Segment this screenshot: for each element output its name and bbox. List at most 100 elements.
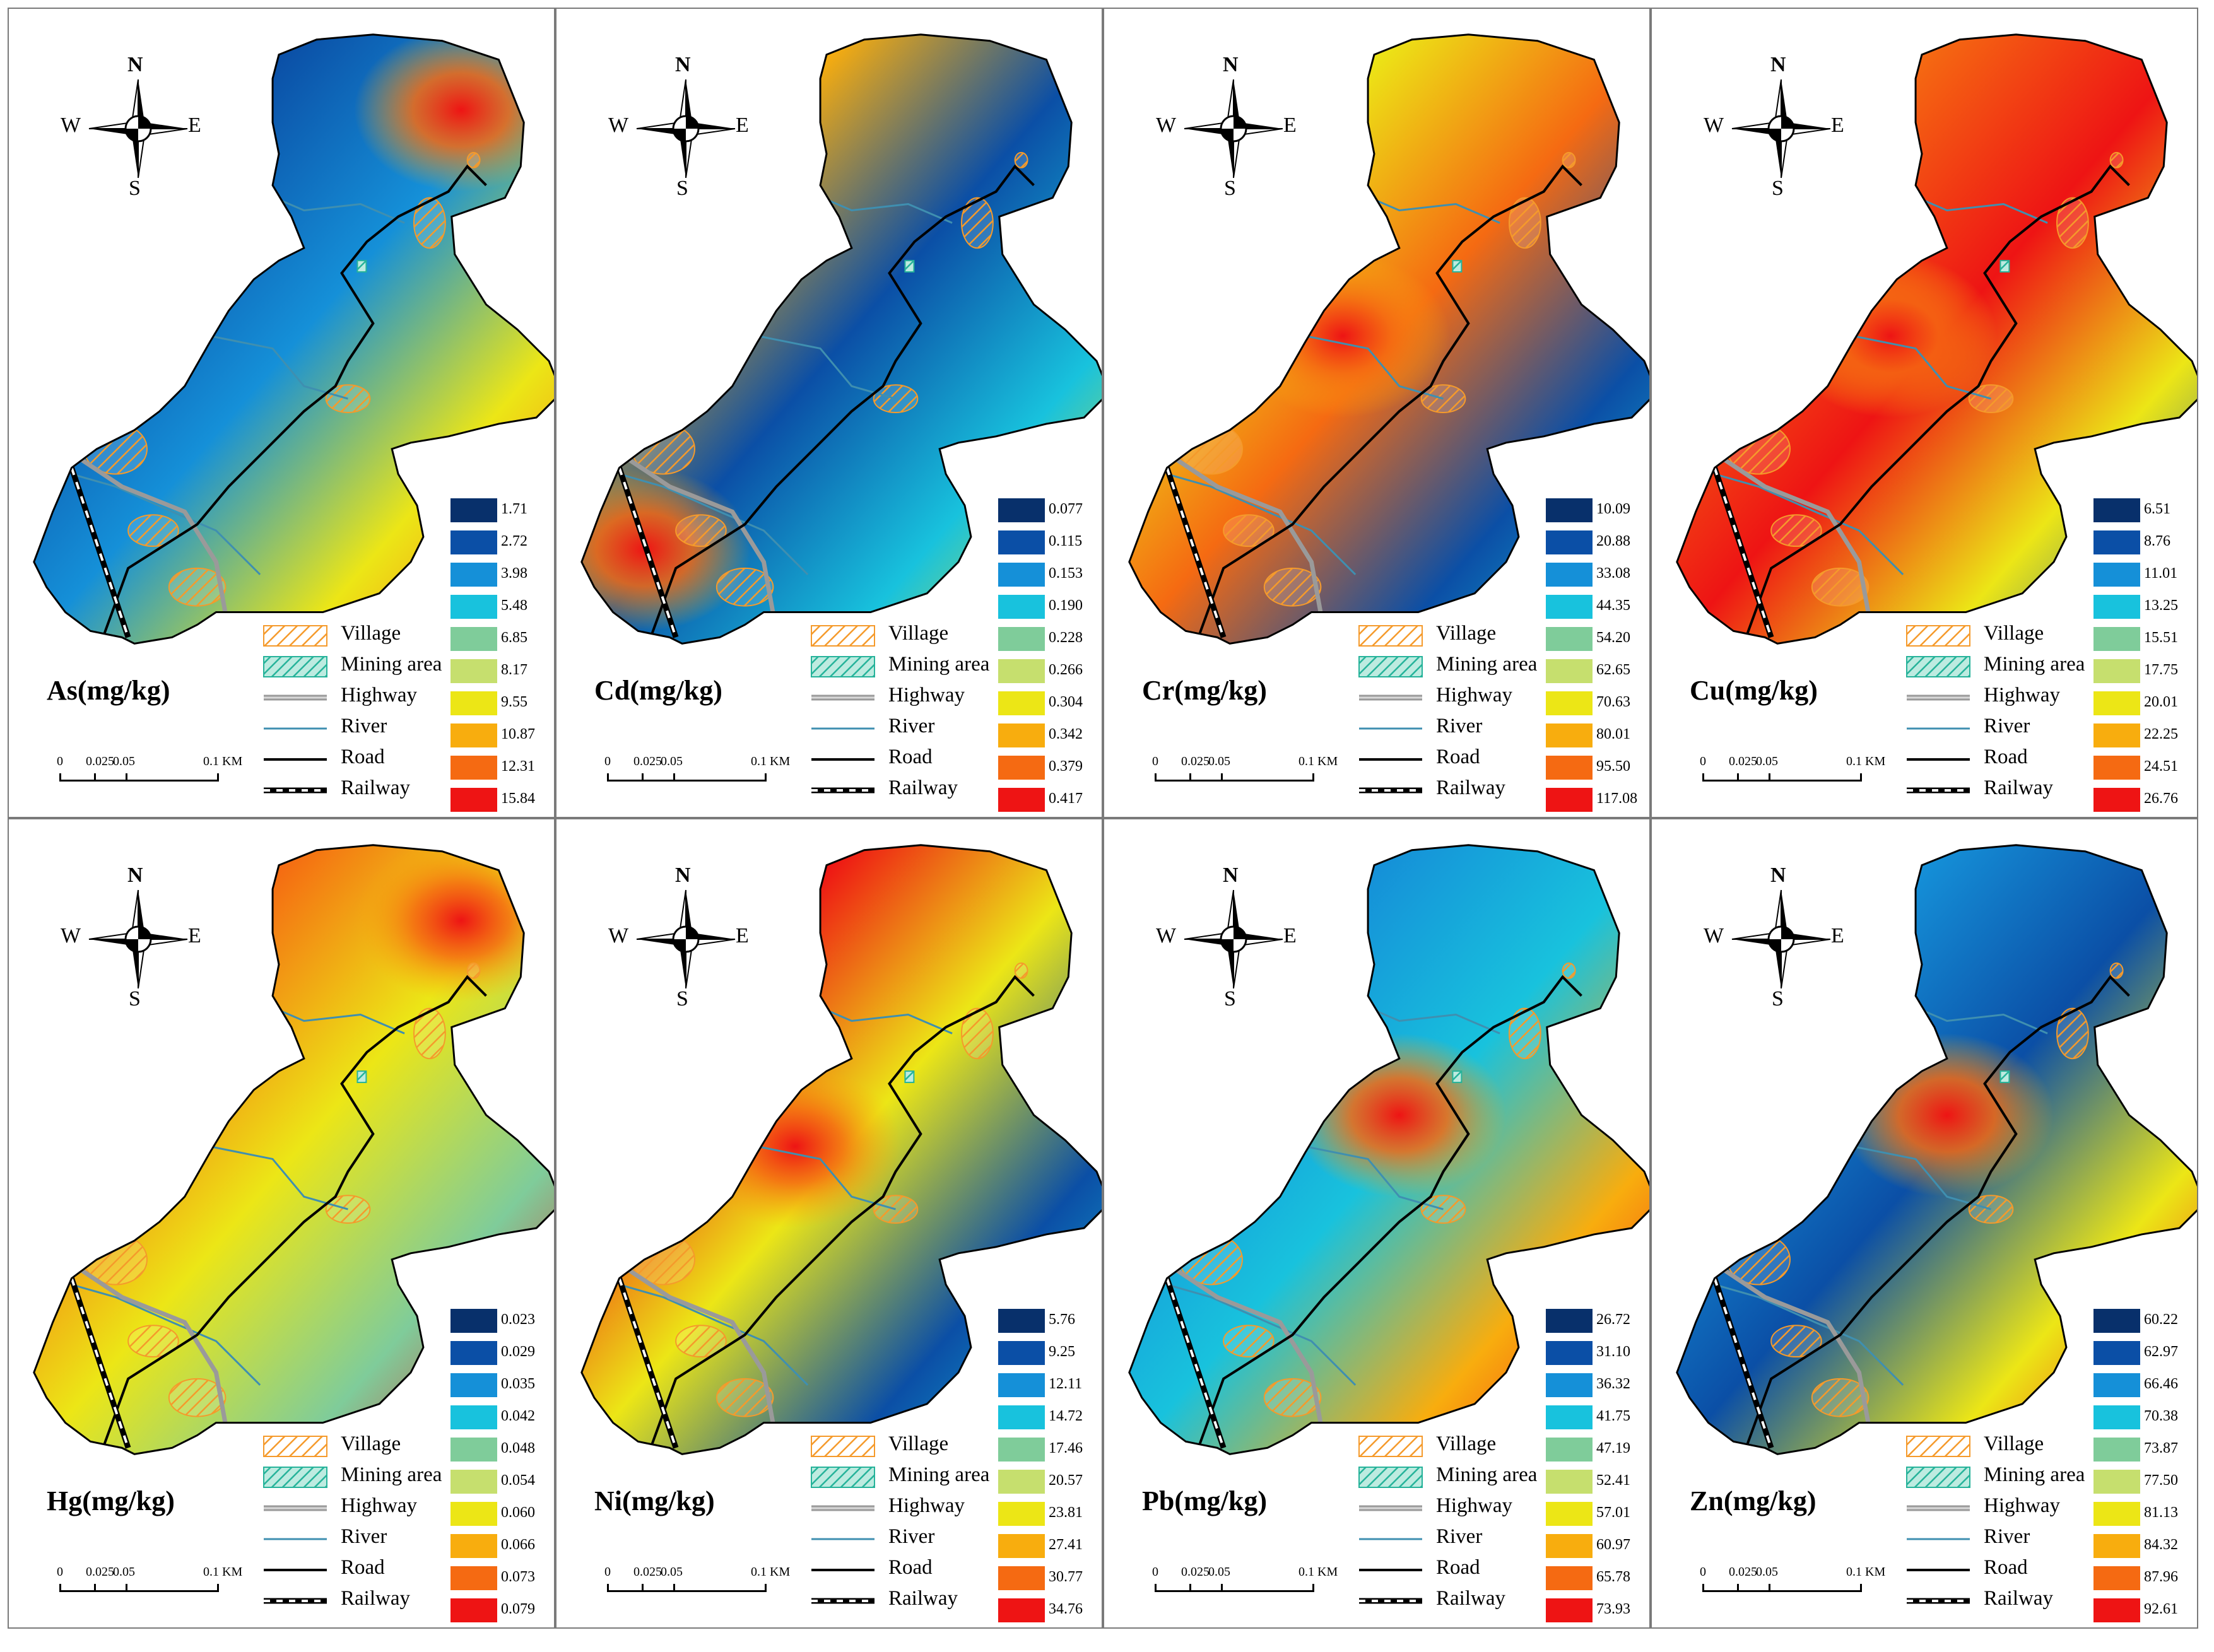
class-legend-row: 95.50 [1546, 752, 1640, 784]
compass-label-e: E [736, 114, 749, 137]
river-symbol-icon [811, 1538, 874, 1540]
river-symbol-icon [1907, 727, 1970, 730]
legend-label: Railway [1436, 776, 1505, 799]
class-break-value: 20.57 [1049, 1472, 1083, 1489]
village-patch [1014, 962, 1028, 979]
hotspot [688, 1065, 902, 1228]
class-legend-row: 33.08 [1546, 559, 1640, 591]
class-color-swatch [998, 1341, 1045, 1365]
river-symbol-icon [1359, 1538, 1422, 1540]
scale-tick-label: 0 [604, 1565, 611, 1579]
class-color-swatch [450, 595, 497, 619]
village-patch [1562, 151, 1576, 168]
scale-tick [126, 773, 127, 782]
class-color-swatch [2093, 595, 2140, 619]
class-color-swatch [1546, 1309, 1593, 1333]
class-break-value: 0.153 [1049, 565, 1083, 582]
highway-symbol-icon [1359, 1505, 1422, 1511]
class-color-swatch [998, 1438, 1045, 1462]
railway-symbol-icon [811, 787, 874, 794]
river-symbol-icon [264, 1538, 327, 1540]
village-patch [961, 1007, 994, 1060]
compass-rose: N S W E [1696, 864, 1860, 1015]
class-legend-row: 26.72 [1546, 1305, 1640, 1337]
interpolation-map [580, 844, 1102, 1455]
class-color-swatch [2093, 788, 2140, 812]
legend-label: Highway [888, 684, 965, 706]
village-patch [1509, 1007, 1541, 1060]
scale-tick [217, 773, 219, 782]
road-line [649, 975, 1035, 1449]
railway-line [69, 467, 131, 638]
class-color-swatch [450, 691, 497, 715]
scale-tick-label: 0.05 [113, 754, 135, 768]
scale-tick-label: 0 [57, 754, 63, 768]
village-patch [1263, 567, 1322, 607]
class-break-value: 0.077 [1049, 501, 1083, 517]
class-color-swatch [2093, 530, 2140, 554]
compass-label-e: E [736, 924, 749, 947]
scale-line [1702, 780, 1860, 782]
map-panel-zn: N S W E Zn(mg/kg) 0 0.025 0.05 0.1 KM Village Mini… [1651, 818, 2198, 1629]
village-patch [1223, 1325, 1275, 1358]
compass-label-s: S [676, 987, 688, 1011]
class-break-value: 26.72 [1596, 1311, 1630, 1328]
class-legend-row: 23.81 [998, 1498, 1093, 1530]
compass-label-e: E [1831, 114, 1844, 137]
class-color-swatch [2093, 1598, 2140, 1622]
class-break-value: 1.71 [501, 501, 527, 517]
interpolation-map [1676, 844, 2197, 1455]
river-line [619, 473, 809, 575]
scale-tick-label: 0.05 [1208, 754, 1230, 768]
hotspot [1236, 254, 1450, 418]
class-legend-row: 44.35 [1546, 591, 1640, 623]
scale-tick [59, 773, 61, 782]
compass-icon [88, 79, 188, 179]
class-legend-row: 13.25 [2093, 591, 2188, 623]
scale-bar: 0 0.025 0.05 0.1 KM [1690, 1565, 1904, 1603]
class-break-value: 60.97 [1596, 1537, 1630, 1553]
highway-line [1707, 447, 1874, 632]
class-break-value: 117.08 [1596, 790, 1638, 807]
class-break-value: 0.342 [1049, 726, 1083, 742]
class-break-value: 95.50 [1596, 758, 1630, 775]
scale-line [607, 780, 765, 782]
scale-tick-label: 0.025 [633, 754, 662, 768]
class-break-value: 0.035 [501, 1376, 535, 1392]
mining-symbol-icon [1358, 656, 1423, 677]
class-break-value: 62.97 [2144, 1344, 2178, 1360]
legend-label: Road [888, 746, 933, 768]
legend-label: River [341, 1525, 387, 1548]
class-legend-row: 6.85 [450, 623, 545, 655]
class-color-swatch [2093, 1373, 2140, 1397]
compass-label-s: S [1224, 177, 1236, 200]
scale-tick [607, 773, 609, 782]
class-legend-row: 47.19 [1546, 1434, 1640, 1466]
class-legend-row: 0.379 [998, 752, 1093, 784]
legend-label: Railway [888, 1587, 958, 1610]
class-break-value: 6.85 [501, 630, 527, 646]
village-patch [675, 1325, 727, 1358]
class-break-value: 20.01 [2144, 694, 2178, 710]
village-symbol-icon [1358, 1436, 1423, 1457]
class-legend-row: 0.342 [998, 720, 1093, 752]
class-break-value: 9.25 [1049, 1344, 1075, 1360]
class-break-value: 41.75 [1596, 1408, 1630, 1424]
legend-label: Highway [341, 1494, 417, 1517]
interpolation-map [33, 33, 554, 645]
class-legend-row: 17.46 [998, 1434, 1093, 1466]
village-patch [1509, 197, 1541, 249]
village-patch [1811, 1378, 1870, 1417]
study-area-boundary [33, 844, 554, 1455]
class-legend-row: 0.054 [450, 1466, 545, 1498]
class-break-value: 3.98 [501, 565, 527, 582]
class-color-swatch [998, 1502, 1045, 1526]
class-legend-row: 70.63 [1546, 688, 1640, 720]
scale-tick-label: 0 [1152, 1565, 1158, 1579]
class-break-value: 0.190 [1049, 597, 1083, 614]
class-break-value: 8.76 [2144, 533, 2170, 549]
legend-label: Railway [341, 1587, 410, 1610]
class-legend-row: 0.073 [450, 1562, 545, 1595]
class-color-swatch [450, 1470, 497, 1494]
scale-tick-label: 0.025 [86, 754, 114, 768]
